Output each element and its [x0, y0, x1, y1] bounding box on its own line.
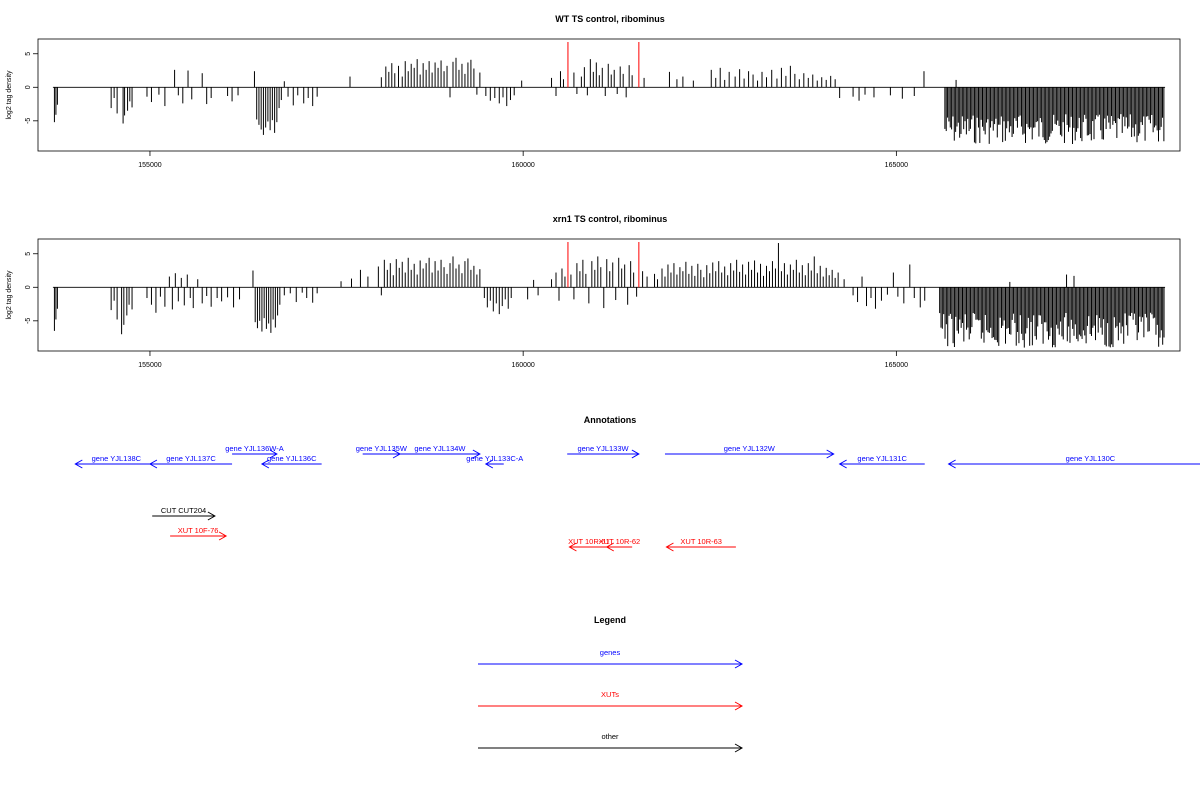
xrn1-panel-title: xrn1 TS control, ribominus [553, 214, 668, 224]
y-tick-label: 5 [25, 52, 32, 56]
gene-arrow-arrowhead [260, 459, 270, 469]
annotations-title: Annotations [584, 415, 637, 425]
x-tick-label: 165000 [885, 162, 908, 169]
gene-arrow-label: gene YJL135W [356, 444, 408, 453]
y-tick-label: -5 [25, 118, 32, 124]
gene-arrow-label: gene YJL134W [414, 444, 466, 453]
annotations-track: Annotations gene YJL138C gene YJL137C gene… [74, 415, 1200, 552]
y-tick-label: -5 [25, 318, 32, 324]
xut-arrow-label: XUT 10F-76 [178, 526, 219, 535]
xut-arrow-arrowhead [665, 542, 674, 552]
other-arrow-arrowhead [207, 511, 216, 521]
gene-arrow-label: gene YJL131C [857, 454, 907, 463]
xut-arrow-arrowhead [218, 531, 228, 541]
gene-arrow-arrowhead [826, 449, 835, 459]
gene-arrow-arrowhead [74, 459, 83, 469]
wt-plot-frame [37, 38, 1181, 152]
wt-axes: 155000 160000 165000 5 0 -5 [25, 52, 908, 169]
xrn1-density-panel: xrn1 TS control, ribominus log2 tag dens… [6, 214, 1181, 369]
legend-genes-label: genes [600, 648, 621, 657]
gene-arrow-arrowhead [838, 459, 847, 469]
gene-arrow-arrowhead [947, 459, 956, 469]
gene-arrow-label: gene YJL130C [1066, 454, 1116, 463]
wt-density-panel: WT TS control, ribominus log2 tag densit… [6, 14, 1181, 169]
wt-y-axis-label: log2 tag density [6, 70, 13, 120]
gene-arrow-arrowhead [631, 449, 640, 459]
xut-arrow-label: XUT 10R-63 [680, 537, 722, 546]
legend-other-arrowhead [734, 743, 744, 753]
gene-arrow-arrowhead [148, 459, 158, 469]
x-tick-label: 155000 [138, 362, 161, 369]
wt-panel-title: WT TS control, ribominus [555, 14, 665, 24]
gene-arrow-label: gene YJL133C-A [466, 454, 523, 463]
gene-arrow-label: gene YJL137C [166, 454, 216, 463]
y-tick-label: 0 [25, 85, 32, 89]
y-tick-label: 5 [25, 252, 32, 256]
xut-arrow-label: XUT 10R-61 [568, 537, 610, 546]
gene-arrow-label: gene YJL133W [577, 444, 629, 453]
legend-other-label: other [601, 732, 619, 741]
legend-items: genes XUTs other [478, 648, 744, 753]
xut-arrow-arrowhead [605, 542, 615, 552]
legend: Legend genes XUTs other [478, 615, 744, 753]
gene-arrow-label: gene YJL132W [724, 444, 776, 453]
other-arrow-label: CUT CUT204 [161, 506, 206, 515]
legend-xuts-label: XUTs [601, 690, 619, 699]
legend-genes-arrowhead [734, 659, 744, 669]
xrn1-axes: 155000 160000 165000 5 0 -5 [25, 252, 908, 369]
gene-arrow-label: gene YJL138C [92, 454, 142, 463]
gene-arrow-arrowhead [484, 459, 494, 469]
xrn1-bars [52, 242, 1166, 348]
x-tick-label: 155000 [138, 162, 161, 169]
xut-arrow-label: XUT 10R-62 [599, 537, 641, 546]
x-tick-label: 165000 [885, 362, 908, 369]
x-tick-label: 160000 [511, 162, 534, 169]
y-tick-label: 0 [25, 285, 32, 289]
xrn1-y-axis-label: log2 tag density [6, 270, 13, 320]
gene-arrow-label: gene YJL136C [267, 454, 317, 463]
legend-title: Legend [594, 615, 626, 625]
xrn1-plot-frame [37, 238, 1181, 352]
wt-bars [52, 42, 1166, 145]
gene-arrow-label: gene YJL136W-A [225, 444, 284, 453]
gene-arrow-arrowhead [269, 449, 278, 459]
xut-arrow-arrowhead [568, 542, 577, 552]
gene-arrow-arrowhead [472, 449, 481, 459]
x-tick-label: 160000 [511, 362, 534, 369]
legend-xuts-arrowhead [734, 701, 744, 711]
